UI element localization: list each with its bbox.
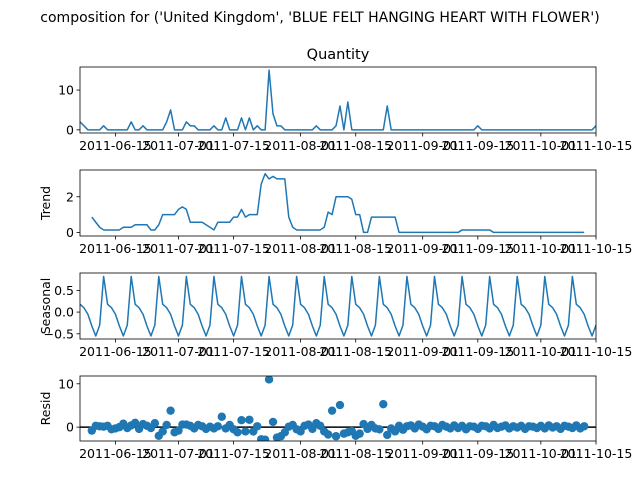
resid-point bbox=[213, 422, 223, 431]
panel-resid: 0102011-06-152011-07-012011-07-152011-08… bbox=[38, 375, 632, 461]
x-tick-label: 2011-08-15 bbox=[319, 446, 392, 461]
resid-point bbox=[375, 425, 384, 434]
x-tick-label: 2011-06-15 bbox=[79, 446, 152, 461]
x-tick-label: 2011-10-15 bbox=[560, 344, 633, 359]
resid-point bbox=[158, 427, 167, 436]
resid-point bbox=[355, 429, 364, 438]
x-tick-label: 2011-08-15 bbox=[319, 138, 392, 153]
y-tick-label: −0.5 bbox=[44, 326, 74, 341]
x-tick-label: 2011-09-15 bbox=[442, 138, 515, 153]
resid-point bbox=[150, 419, 160, 428]
y-tick-label: 2 bbox=[66, 189, 74, 204]
panel-data-trend bbox=[91, 173, 585, 234]
x-tick-label: 2011-10-01 bbox=[505, 344, 578, 359]
series-line-trend bbox=[91, 173, 585, 234]
x-tick-label: 2011-10-01 bbox=[505, 138, 578, 153]
x-tick-label: 2011-07-15 bbox=[197, 446, 270, 461]
x-tick-label: 2011-06-15 bbox=[79, 138, 152, 153]
resid-point bbox=[241, 427, 250, 436]
resid-point bbox=[323, 430, 333, 439]
panel-seasonal: −0.5 0.0 0.5 2011-06-152011-07-012011-07-15… bbox=[38, 272, 633, 359]
resid-point bbox=[260, 435, 270, 441]
x-tick-label: 2011-08-15 bbox=[319, 241, 392, 256]
y-tick-label: 0 bbox=[66, 122, 74, 137]
y-axis-label: Trend bbox=[38, 186, 53, 221]
x-tick-label: 2011-07-15 bbox=[197, 241, 270, 256]
y-tick-label: 0 bbox=[66, 420, 74, 435]
resid-point bbox=[217, 412, 227, 421]
panel-data-seasonal bbox=[80, 275, 596, 337]
y-tick-label: 0 bbox=[66, 225, 74, 240]
resid-point bbox=[245, 415, 254, 424]
figure-title: composition for ('United Kingdom', 'BLUE… bbox=[40, 10, 599, 26]
x-tick-label: 2011-07-15 bbox=[197, 138, 270, 153]
resid-point bbox=[233, 428, 242, 437]
x-tick-label: 2011-09-15 bbox=[442, 241, 515, 256]
panel-trend: 022011-06-152011-07-012011-07-152011-08-… bbox=[38, 169, 633, 256]
panel-data-resid bbox=[80, 376, 596, 441]
x-tick-label: 2011-07-01 bbox=[142, 446, 215, 461]
panel-frame bbox=[79, 66, 597, 134]
x-tick-label: 2011-08-15 bbox=[319, 344, 392, 359]
x-tick-label: 2011-09-01 bbox=[386, 241, 459, 256]
panel-frame bbox=[79, 169, 597, 237]
y-tick-label: 10 bbox=[58, 83, 74, 98]
y-tick-label: 0.5 bbox=[54, 283, 74, 298]
panel-title: Quantity bbox=[307, 47, 370, 63]
x-tick-label: 2011-06-15 bbox=[79, 241, 152, 256]
panel-frame bbox=[79, 272, 597, 340]
x-tick-label: 2011-07-01 bbox=[142, 241, 215, 256]
y-axis-label: Resid bbox=[38, 392, 53, 426]
x-tick-label: 2011-09-01 bbox=[386, 446, 459, 461]
resid-point bbox=[335, 400, 345, 410]
resid-point bbox=[379, 399, 388, 409]
x-tick-label: 2011-08-01 bbox=[264, 138, 337, 153]
panel-frame bbox=[79, 375, 597, 442]
resid-point bbox=[253, 422, 262, 431]
x-tick-label: 2011-08-01 bbox=[264, 446, 337, 461]
x-tick-label: 2011-06-15 bbox=[79, 344, 152, 359]
resid-point bbox=[174, 426, 183, 435]
resid-point bbox=[331, 432, 341, 441]
panel-observed: 0102011-06-152011-07-012011-07-152011-08… bbox=[58, 47, 632, 153]
resid-point bbox=[166, 406, 175, 415]
x-tick-label: 2011-09-01 bbox=[386, 344, 459, 359]
x-tick-label: 2011-10-15 bbox=[560, 241, 633, 256]
resid-point bbox=[579, 422, 589, 431]
x-tick-label: 2011-09-15 bbox=[442, 344, 515, 359]
series-line-seasonal bbox=[80, 275, 596, 337]
panels: 0102011-06-152011-07-012011-07-152011-08… bbox=[38, 47, 632, 461]
x-tick-label: 2011-08-01 bbox=[264, 241, 337, 256]
x-tick-label: 2011-10-15 bbox=[560, 446, 633, 461]
x-tick-label: 2011-08-01 bbox=[264, 344, 337, 359]
x-tick-label: 2011-07-15 bbox=[197, 344, 270, 359]
x-tick-label: 2011-07-01 bbox=[142, 344, 215, 359]
y-tick-label: 10 bbox=[58, 376, 74, 391]
resid-point bbox=[237, 416, 246, 425]
resid-point bbox=[327, 406, 337, 415]
x-tick-label: 2011-10-15 bbox=[560, 138, 633, 153]
x-tick-label: 2011-10-01 bbox=[505, 241, 578, 256]
resid-point bbox=[383, 430, 392, 440]
x-tick-label: 2011-09-15 bbox=[442, 446, 515, 461]
y-axis-label: Seasonal bbox=[38, 278, 53, 335]
resid-point bbox=[162, 420, 171, 430]
panel-data-observed bbox=[80, 69, 596, 131]
resid-point bbox=[130, 418, 140, 427]
x-tick-label: 2011-07-01 bbox=[142, 138, 215, 153]
x-tick-label: 2011-09-01 bbox=[386, 138, 459, 153]
y-tick-label: 0.0 bbox=[54, 305, 74, 320]
resid-point bbox=[268, 417, 278, 427]
x-tick-label: 2011-10-01 bbox=[505, 446, 578, 461]
resid-point bbox=[264, 376, 274, 384]
series-line-observed bbox=[80, 69, 596, 131]
